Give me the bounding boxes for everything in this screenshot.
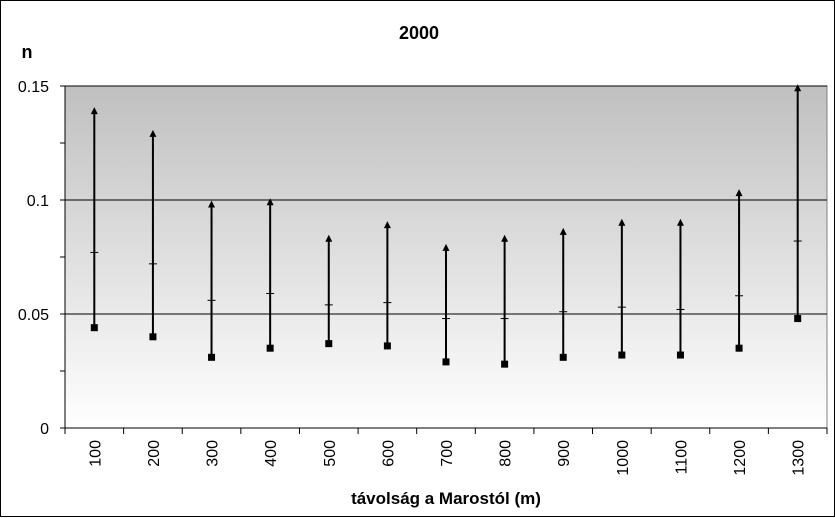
min-marker-600	[383, 342, 391, 350]
min-marker-700	[442, 358, 450, 366]
max-marker-1300	[794, 84, 802, 92]
max-marker-900	[559, 227, 567, 235]
max-marker-500	[325, 234, 333, 242]
min-marker-1000	[618, 351, 626, 359]
x-tick-label-900: 900	[556, 440, 573, 467]
y-tick-label-2: 0.1	[27, 193, 49, 210]
x-tick-label-100: 100	[87, 440, 104, 467]
min-marker-1300	[794, 315, 802, 323]
y-axis-label: n	[22, 42, 33, 62]
y-tick-label-1: 0.05	[18, 307, 49, 324]
x-tick-label-1100: 1100	[673, 440, 690, 475]
x-tick-label-1200: 1200	[732, 440, 749, 476]
max-marker-200	[149, 129, 157, 137]
min-marker-900	[559, 353, 567, 361]
min-marker-400	[266, 344, 274, 352]
min-marker-1100	[676, 351, 684, 359]
x-tick-label-300: 300	[205, 440, 222, 467]
axes	[60, 85, 828, 434]
y-tick-label-0: 0	[40, 421, 49, 438]
max-marker-600	[383, 221, 391, 229]
max-marker-800	[501, 234, 509, 242]
min-marker-100	[90, 324, 98, 332]
chart-title: 2000	[399, 23, 439, 43]
y-tick-label-3: 0.15	[18, 79, 49, 96]
max-marker-1200	[735, 189, 743, 197]
x-tick-label-400: 400	[263, 440, 280, 467]
x-tick-label-1000: 1000	[615, 440, 632, 476]
tick-labels: 0 0.05 0.1 0.15 100 200 300 400 500 600 700 800 900 1…	[18, 79, 808, 476]
min-marker-300	[208, 353, 216, 361]
max-marker-100	[90, 107, 98, 115]
max-marker-300	[208, 200, 216, 208]
min-marker-800	[501, 360, 509, 368]
x-tick-label-700: 700	[439, 440, 456, 467]
max-marker-400	[266, 198, 274, 206]
x-tick-label-1300: 1300	[791, 440, 808, 476]
x-axis-label: távolság a Marostól (m)	[351, 489, 541, 508]
x-tick-label-800: 800	[498, 440, 515, 467]
max-marker-700	[442, 243, 450, 251]
max-marker-1000	[618, 218, 626, 226]
min-marker-200	[149, 333, 157, 341]
max-marker-1100	[676, 218, 684, 226]
min-marker-500	[325, 340, 333, 348]
data-marks	[90, 84, 802, 368]
x-tick-label-600: 600	[380, 440, 397, 467]
min-marker-1200	[735, 344, 743, 352]
x-tick-label-500: 500	[322, 440, 339, 467]
x-tick-label-200: 200	[146, 440, 163, 467]
